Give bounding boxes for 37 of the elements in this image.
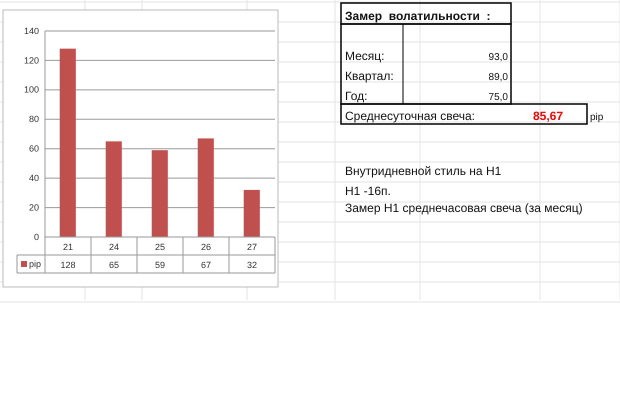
text: 89,0 (488, 72, 508, 83)
text: Замер H1 среднечасовая свеча (за месяц) (345, 201, 583, 215)
x-tick-label: 27 (246, 242, 258, 252)
y-tick-label: 60 (28, 144, 39, 154)
data-label: 32 (246, 260, 258, 270)
text: 93,0 (488, 52, 508, 63)
y-tick-label: 120 (24, 55, 39, 66)
text: Замер волатильности : (345, 9, 491, 23)
y-tick-label: 20 (28, 202, 39, 212)
text: Среднесуточная свеча: (345, 109, 475, 123)
data-label: 59 (154, 260, 166, 270)
y-tick-label: 80 (28, 114, 39, 124)
text: Месяц: (345, 49, 385, 63)
y-tick-label: 100 (24, 84, 39, 95)
bar (198, 138, 214, 237)
text: H1 -16п. (345, 184, 391, 198)
data-label: 65 (108, 260, 120, 270)
y-tick-label: 0 (34, 232, 39, 242)
data-label: 128 (60, 260, 76, 270)
data-label: 67 (200, 260, 212, 270)
text: pip (590, 112, 604, 123)
bar (60, 48, 76, 237)
x-tick-label: 26 (200, 242, 212, 252)
bar (106, 141, 122, 237)
y-tick-label: 40 (28, 173, 39, 184)
y-tick-label: 140 (24, 26, 39, 36)
bar (152, 150, 168, 237)
legend-label: pip (29, 259, 42, 269)
text: Год: (345, 89, 368, 103)
text: Квартал: (345, 69, 394, 83)
bar (244, 190, 260, 237)
x-tick-label: 25 (154, 242, 166, 252)
text: Внутридневной стиль на H1 (345, 164, 502, 178)
x-tick-label: 24 (108, 242, 120, 252)
text: 85,67 (532, 109, 564, 123)
text: 75,0 (488, 92, 508, 103)
x-tick-label: 21 (62, 242, 74, 252)
